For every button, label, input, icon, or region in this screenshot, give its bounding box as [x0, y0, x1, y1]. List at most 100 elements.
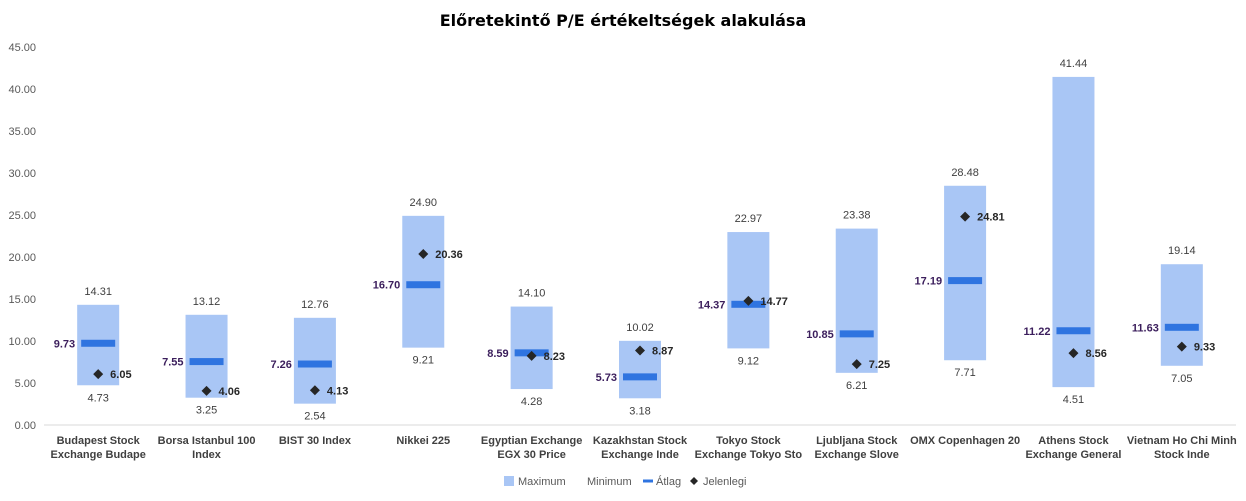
- legend-label-current: Jelenlegi: [703, 476, 746, 488]
- y-tick-label: 35.00: [8, 126, 36, 138]
- legend-label-maximum: Maximum: [518, 476, 566, 488]
- min-label: 7.71: [954, 367, 975, 379]
- current-label: 8.23: [544, 351, 565, 363]
- category-label: Exchange General: [1025, 449, 1121, 461]
- average-marker: [1164, 323, 1199, 331]
- category-label: Budapest Stock: [57, 435, 141, 447]
- max-label: 14.10: [518, 288, 546, 300]
- legend-label-average: Átlag: [656, 475, 681, 488]
- min-label: 6.21: [846, 380, 867, 392]
- current-marker: [635, 345, 645, 356]
- current-label: 20.36: [435, 249, 463, 261]
- legend: Maximum Minimum Átlag Jelenlegi: [504, 475, 746, 488]
- average-label: 9.73: [54, 338, 75, 350]
- max-label: 13.12: [193, 296, 221, 308]
- category-label: Tokyo Stock: [716, 435, 781, 447]
- average-label: 5.73: [596, 372, 617, 384]
- y-tick-label: 0.00: [15, 420, 36, 432]
- current-label: 9.33: [1194, 342, 1215, 354]
- y-tick-label: 25.00: [8, 210, 36, 222]
- y-tick-label: 40.00: [8, 84, 36, 96]
- min-label: 4.28: [521, 396, 542, 408]
- range-bar: [1052, 76, 1095, 388]
- category-label: Borsa Istanbul 100: [158, 435, 256, 447]
- y-tick-label: 30.00: [8, 168, 36, 180]
- range-bar: [510, 306, 553, 390]
- category-label: BIST 30 Index: [279, 435, 352, 447]
- current-label: 24.81: [977, 212, 1005, 224]
- max-label: 14.31: [84, 286, 112, 298]
- category-label: Kazakhstan Stock: [593, 435, 688, 447]
- y-axis: 0.00 5.00 10.00 15.00 20.00 25.00 30.00 35.00 40…: [8, 42, 36, 432]
- range-bar: [727, 232, 770, 349]
- category-label: OMX Copenhagen 20: [910, 435, 1020, 447]
- min-label: 7.05: [1171, 373, 1192, 385]
- average-label: 7.26: [270, 359, 291, 371]
- average-marker: [839, 330, 874, 338]
- min-label: 3.25: [196, 405, 217, 417]
- legend-swatch-average: [643, 479, 653, 483]
- current-marker: [1068, 348, 1079, 359]
- average-marker: [406, 281, 441, 289]
- category-label: Exchange Inde: [601, 449, 679, 461]
- y-tick-label: 5.00: [15, 378, 36, 390]
- current-label: 4.13: [327, 385, 348, 397]
- current-label: 6.05: [110, 369, 131, 381]
- average-label: 11.22: [1024, 326, 1051, 338]
- current-marker: [743, 295, 754, 306]
- average-marker: [189, 358, 224, 366]
- y-tick-label: 15.00: [8, 294, 36, 306]
- average-label: 8.59: [487, 348, 508, 360]
- current-label: 4.06: [219, 386, 240, 398]
- range-bar: [185, 314, 228, 398]
- average-label: 7.55: [162, 357, 183, 369]
- current-marker: [201, 385, 212, 396]
- category-label: Athens Stock: [1038, 435, 1109, 447]
- average-label: 11.63: [1132, 322, 1159, 334]
- y-tick-label: 45.00: [8, 42, 36, 54]
- min-label: 4.51: [1063, 394, 1084, 406]
- legend-label-minimum: Minimum: [587, 476, 632, 488]
- min-label: 3.18: [629, 405, 650, 417]
- average-marker: [1056, 327, 1091, 335]
- current-marker: [960, 211, 971, 222]
- max-label: 24.90: [410, 197, 438, 209]
- current-marker: [418, 248, 429, 259]
- current-marker: [93, 369, 104, 380]
- y-tick-label: 20.00: [8, 252, 36, 264]
- max-label: 22.97: [735, 213, 763, 225]
- category-labels: Budapest Stock Exchange Budape Borsa Istan…: [51, 435, 1237, 461]
- chart-title: Előretekintő P/E értékeltségek alakulása: [440, 11, 806, 30]
- category-label: Exchange Slove: [815, 449, 899, 461]
- max-label: 28.48: [951, 167, 979, 179]
- current-markers: [93, 211, 1187, 396]
- data-labels: 14.31 4.73 9.73 6.05 13.12 3.25 7.55 4.06 12.76 2…: [54, 58, 1215, 423]
- current-label: 14.77: [760, 296, 788, 308]
- average-label: 14.37: [698, 299, 726, 311]
- average-marker: [623, 373, 657, 381]
- current-marker: [851, 359, 862, 370]
- category-label: Egyptian Exchange: [481, 435, 582, 447]
- category-label: Exchange Budape: [51, 449, 146, 461]
- max-label: 23.38: [843, 210, 871, 222]
- category-label: Exchange Tokyo Sto: [695, 449, 803, 461]
- min-label: 2.54: [304, 411, 325, 423]
- average-marker: [81, 339, 116, 347]
- category-label: Stock Inde: [1154, 449, 1210, 461]
- min-label: 9.21: [413, 355, 434, 367]
- category-label: Vietnam Ho Chi Minh: [1127, 435, 1237, 447]
- average-marker: [948, 277, 983, 285]
- current-marker: [526, 350, 537, 361]
- average-label: 16.70: [373, 280, 401, 292]
- current-marker: [1176, 341, 1187, 352]
- average-label: 17.19: [915, 276, 943, 288]
- y-tick-label: 10.00: [8, 336, 36, 348]
- range-bar: [835, 228, 878, 373]
- category-label: Ljubljana Stock: [816, 435, 898, 447]
- max-label: 41.44: [1060, 58, 1088, 70]
- max-label: 10.02: [626, 322, 654, 334]
- average-label: 10.85: [806, 329, 834, 341]
- category-label: Index: [192, 449, 222, 461]
